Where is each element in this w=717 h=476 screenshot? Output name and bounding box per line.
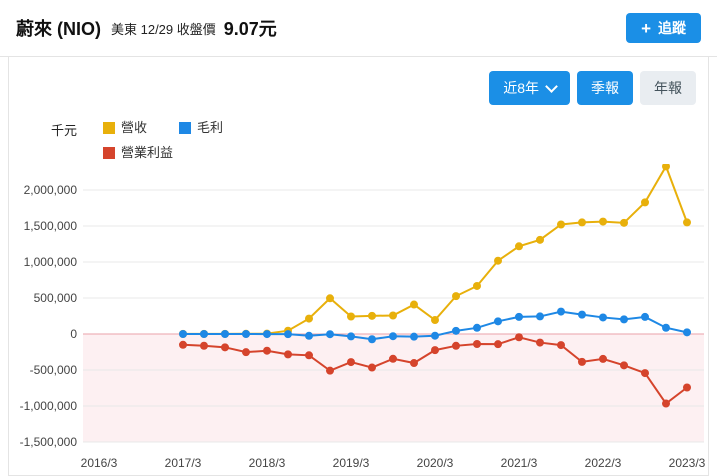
svg-text:1,500,000: 1,500,000: [24, 219, 78, 233]
svg-text:0: 0: [70, 327, 77, 341]
range-dropdown[interactable]: 近8年: [489, 71, 570, 105]
legend-item-revenue: 營收: [103, 119, 179, 137]
follow-button[interactable]: + 追蹤: [626, 13, 701, 43]
svg-text:2,000,000: 2,000,000: [24, 183, 78, 197]
tab-quarterly-report[interactable]: 季報: [577, 71, 633, 105]
market-info: 美東 12/29 收盤價: [111, 21, 216, 37]
legend-operating-income-label: 營業利益: [121, 145, 174, 161]
financials-line-chart: 2,000,000 1,500,000 1,000,000 500,000 0 -500,…: [20, 164, 706, 470]
stock-name: 蔚來 (NIO): [16, 19, 101, 39]
chevron-down-icon: [545, 79, 558, 93]
chart-panel: 近8年 季報 年報 千元 營收 毛利 營業利益 2,000,000 1,5: [8, 57, 709, 476]
svg-text:2021/3: 2021/3: [501, 456, 538, 470]
range-dropdown-label: 近8年: [503, 80, 539, 96]
chart-legend: 營收 毛利 營業利益: [103, 119, 223, 162]
legend-revenue-label: 營收: [121, 120, 148, 135]
tab-annual-label: 年報: [654, 80, 682, 96]
gross-profit-swatch-icon: [179, 122, 192, 135]
close-price: 9.07元: [223, 19, 277, 39]
svg-text:-1,000,000: -1,000,000: [20, 399, 78, 413]
legend-item-gross-profit: 毛利: [179, 119, 223, 137]
chart-header: 千元 營收 毛利 營業利益: [9, 119, 708, 162]
legend-item-operating-income: 營業利益: [103, 144, 179, 162]
revenue-swatch-icon: [103, 122, 116, 135]
svg-text:-1,500,000: -1,500,000: [20, 435, 78, 449]
svg-text:2018/3: 2018/3: [249, 456, 286, 470]
svg-text:1,000,000: 1,000,000: [24, 255, 78, 269]
svg-text:-500,000: -500,000: [30, 363, 78, 377]
chart-controls: 近8年 季報 年報: [9, 71, 696, 105]
y-axis-unit-label: 千元: [51, 123, 78, 138]
plus-icon: +: [641, 18, 651, 38]
svg-text:2017/3: 2017/3: [165, 456, 202, 470]
tab-annual-report[interactable]: 年報: [640, 71, 696, 105]
stock-header: 蔚來 (NIO) 美東 12/29 收盤價 9.07元 + 追蹤: [0, 0, 717, 57]
svg-text:2022/3: 2022/3: [585, 456, 622, 470]
svg-text:2016/3: 2016/3: [81, 456, 118, 470]
follow-button-label: 追蹤: [658, 20, 686, 36]
tab-quarterly-label: 季報: [591, 80, 619, 96]
svg-text:2023/3: 2023/3: [669, 456, 706, 470]
svg-text:2020/3: 2020/3: [417, 456, 454, 470]
svg-text:2019/3: 2019/3: [333, 456, 370, 470]
operating-income-swatch-icon: [103, 147, 116, 160]
svg-text:500,000: 500,000: [34, 291, 78, 305]
legend-gross-profit-label: 毛利: [197, 120, 224, 135]
